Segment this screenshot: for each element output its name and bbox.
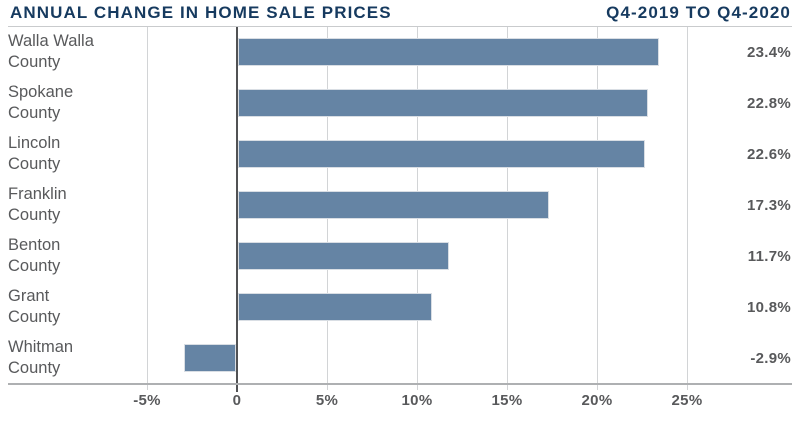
bar-lincoln-county (238, 139, 645, 168)
bar-franklin-county (238, 191, 550, 219)
chart-period: Q4-2019 TO Q4-2020 (606, 3, 791, 22)
gridline-25 (687, 27, 688, 390)
category-label-line: Spokane (8, 82, 74, 101)
category-label-line: Lincoln (8, 133, 61, 152)
bar-spokane-county (238, 88, 649, 117)
value-label: 22.8% (746, 94, 791, 112)
category-label: Grant County (8, 286, 168, 328)
value-label: 17.3% (746, 197, 791, 214)
x-tick-label: 0 (232, 392, 242, 409)
category-label-line: County (8, 103, 61, 122)
x-tick-label: 5% (315, 392, 339, 409)
value-label: 10.8% (746, 299, 791, 317)
category-label-line: Franklin (8, 185, 67, 203)
value-label: 22.6% (746, 145, 791, 163)
value-label: -2.9% (750, 350, 791, 368)
category-label-line: County (8, 154, 61, 173)
category-label-line: Benton (8, 236, 61, 255)
category-label: Lincoln County (8, 133, 168, 175)
category-label-line: County (8, 359, 61, 378)
category-label-line: County (8, 308, 61, 327)
value-label: 11.7% (747, 248, 791, 266)
category-label-line: County (8, 206, 61, 224)
category-label: Benton County (8, 235, 168, 277)
category-label: Spokane County (8, 82, 168, 124)
bar-benton-county (238, 242, 449, 271)
category-label-line: County (8, 257, 61, 276)
category-label-line: Whitman (8, 338, 74, 357)
zero-axis-line (236, 27, 238, 392)
category-label-line: Walla Walla (8, 31, 94, 50)
x-axis-line (8, 383, 792, 385)
value-label: 23.4% (746, 43, 791, 61)
category-label: Whitman County (8, 337, 168, 379)
x-tick-label: 25% (671, 392, 703, 409)
category-label-line: County (8, 52, 61, 71)
chart-title: ANNUAL CHANGE IN HOME SALE PRICES (10, 3, 392, 22)
category-label-line: Grant (8, 287, 50, 306)
x-tick-label: 10% (401, 392, 433, 409)
gridline-20 (597, 27, 598, 390)
x-tick-label: 15% (491, 392, 523, 409)
gridline--5 (147, 27, 148, 390)
x-tick-label: 20% (581, 392, 613, 409)
category-label: Franklin County (8, 184, 168, 226)
bar-walla-walla-county (238, 37, 660, 66)
bar-whitman-county (183, 344, 236, 373)
category-label: Walla Walla County (8, 31, 168, 73)
x-tick-label: -5% (133, 392, 161, 409)
bar-grant-county (238, 293, 433, 322)
plot-top-border (8, 26, 792, 27)
